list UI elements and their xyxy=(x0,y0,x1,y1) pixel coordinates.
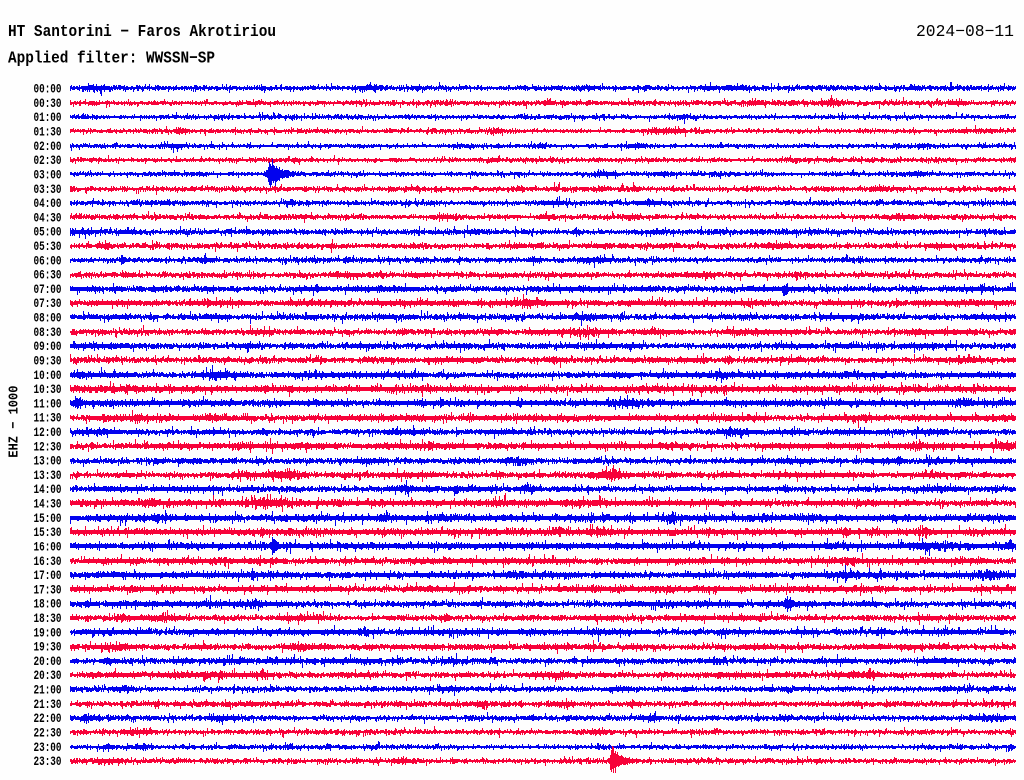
svg-text:07:00: 07:00 xyxy=(34,283,62,297)
svg-text:23:00: 23:00 xyxy=(34,741,62,755)
svg-text:12:30: 12:30 xyxy=(34,440,62,454)
svg-text:17:00: 17:00 xyxy=(34,569,62,583)
svg-text:12:00: 12:00 xyxy=(34,426,62,440)
svg-text:08:00: 08:00 xyxy=(34,312,62,326)
svg-text:18:30: 18:30 xyxy=(34,612,62,626)
svg-text:18:00: 18:00 xyxy=(34,598,62,612)
svg-text:16:00: 16:00 xyxy=(34,541,62,555)
svg-text:19:30: 19:30 xyxy=(34,641,62,655)
svg-text:23:30: 23:30 xyxy=(34,755,62,769)
svg-text:14:30: 14:30 xyxy=(34,498,62,512)
svg-text:08:30: 08:30 xyxy=(34,326,62,340)
svg-text:10:30: 10:30 xyxy=(34,383,62,397)
svg-text:03:00: 03:00 xyxy=(34,169,62,183)
svg-text:22:00: 22:00 xyxy=(34,712,62,726)
svg-text:05:00: 05:00 xyxy=(34,226,62,240)
svg-text:21:00: 21:00 xyxy=(34,684,62,698)
svg-text:13:00: 13:00 xyxy=(34,455,62,469)
svg-text:01:30: 01:30 xyxy=(34,126,62,140)
svg-text:01:00: 01:00 xyxy=(34,111,62,125)
svg-text:17:30: 17:30 xyxy=(34,583,62,597)
svg-text:11:30: 11:30 xyxy=(34,412,62,426)
svg-text:20:00: 20:00 xyxy=(34,655,62,669)
svg-text:Applied filter: WWSSN−SP: Applied filter: WWSSN−SP xyxy=(8,48,215,67)
svg-text:HT Santorini − Faros Akrotirio: HT Santorini − Faros Akrotiriou xyxy=(8,22,276,41)
svg-text:14:00: 14:00 xyxy=(34,483,62,497)
svg-text:2024−08−11: 2024−08−11 xyxy=(916,22,1014,41)
svg-text:02:30: 02:30 xyxy=(34,154,62,168)
svg-text:15:30: 15:30 xyxy=(34,526,62,540)
svg-text:19:00: 19:00 xyxy=(34,626,62,640)
svg-text:21:30: 21:30 xyxy=(34,698,62,712)
svg-text:04:30: 04:30 xyxy=(34,211,62,225)
svg-text:09:30: 09:30 xyxy=(34,355,62,369)
svg-text:06:00: 06:00 xyxy=(34,254,62,268)
svg-text:15:00: 15:00 xyxy=(34,512,62,526)
svg-text:03:30: 03:30 xyxy=(34,183,62,197)
svg-text:10:00: 10:00 xyxy=(34,369,62,383)
svg-text:11:00: 11:00 xyxy=(34,397,62,411)
svg-text:04:00: 04:00 xyxy=(34,197,62,211)
svg-text:20:30: 20:30 xyxy=(34,669,62,683)
svg-text:00:30: 00:30 xyxy=(34,97,62,111)
svg-text:EHZ − 1000: EHZ − 1000 xyxy=(7,386,22,458)
svg-text:22:30: 22:30 xyxy=(34,727,62,741)
svg-text:09:00: 09:00 xyxy=(34,340,62,354)
svg-text:00:00: 00:00 xyxy=(34,83,62,97)
svg-text:02:00: 02:00 xyxy=(34,140,62,154)
svg-text:05:30: 05:30 xyxy=(34,240,62,254)
svg-text:07:30: 07:30 xyxy=(34,297,62,311)
svg-text:13:30: 13:30 xyxy=(34,469,62,483)
svg-text:16:30: 16:30 xyxy=(34,555,62,569)
svg-text:06:30: 06:30 xyxy=(34,269,62,283)
